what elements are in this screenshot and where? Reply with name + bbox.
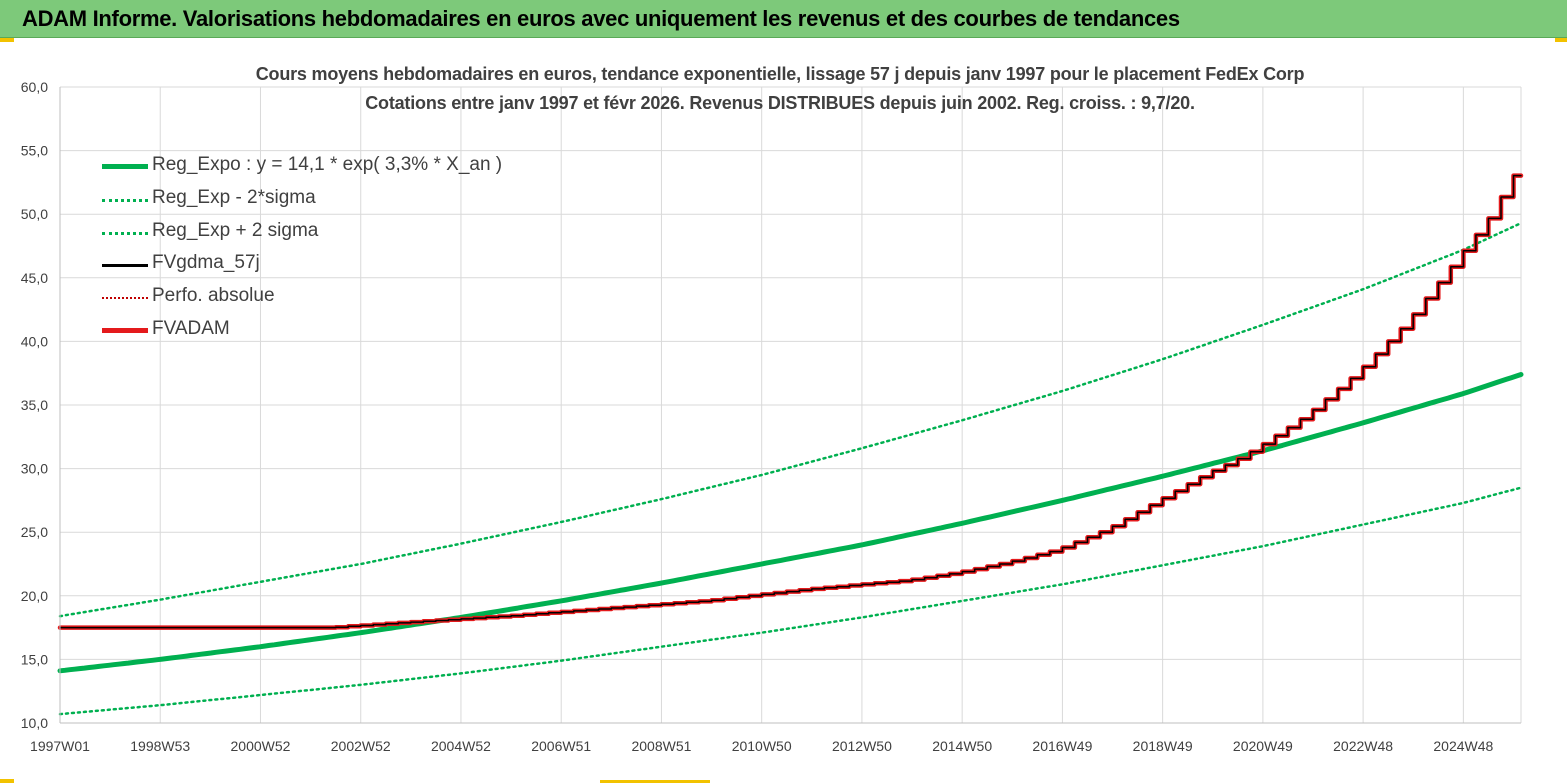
x-tick-label: 2010W50 (732, 738, 792, 754)
legend-item-fvadam: FVADAM (102, 316, 522, 346)
series-fvgdma-57j (59, 174, 1522, 629)
grid (59, 86, 1522, 724)
legend-item-reg-expo: Reg_Expo : y = 14,1 * exp( 3,3% * X_an ) (102, 152, 522, 182)
legend-item-perfo: Perfo. absolue (102, 283, 522, 313)
report-title: ADAM Informe. Valorisations hebdomadaire… (22, 6, 1180, 31)
legend-swatch-reg-expo (102, 164, 148, 169)
legend-swatch-reg-exp-minus (102, 199, 148, 202)
legend-label-reg-expo: Reg_Expo : y = 14,1 * exp( 3,3% * X_an ) (152, 154, 503, 175)
y-tick-label: 40,0 (21, 333, 48, 349)
x-tick-label: 2014W50 (932, 738, 992, 754)
series-reg-expo (57, 372, 1524, 674)
legend-swatch-fvgdma (102, 264, 148, 267)
chart-title-line2: Cotations entre janv 1997 et févr 2026. … (365, 93, 1195, 113)
x-tick-label: 2006W51 (531, 738, 591, 754)
accent-bottom-mid (600, 780, 710, 783)
legend-label-fvgdma: FVgdma_57j (152, 252, 260, 273)
x-tick-label: 2004W52 (431, 738, 491, 754)
accent-left-bottom (0, 779, 14, 783)
x-tick-label: 1997W01 (30, 738, 90, 754)
x-tick-label: 2000W52 (231, 738, 291, 754)
x-tick-label: 1998W53 (130, 738, 190, 754)
x-tick-label: 2024W48 (1433, 738, 1493, 754)
legend-item-reg-exp-minus: Reg_Exp - 2*sigma (102, 185, 522, 215)
x-tick-label: 2012W50 (832, 738, 892, 754)
y-tick-label: 55,0 (21, 143, 48, 159)
axes: 10,0 15,0 20,0 25,0 30,0 35,0 40,0 45,0 50,0 55,0… (21, 79, 1521, 754)
x-tick-label: 2002W52 (331, 738, 391, 754)
y-tick-label: 10,0 (21, 715, 48, 731)
y-tick-label: 45,0 (21, 270, 48, 286)
accent-left-top (0, 38, 14, 42)
x-tick-label: 2020W49 (1233, 738, 1293, 754)
series-reg-exp-minus-2sigma (58, 486, 1523, 716)
x-tick-label: 2008W51 (631, 738, 691, 754)
legend-label-reg-exp-minus: Reg_Exp - 2*sigma (152, 187, 316, 208)
accent-right-top (1555, 38, 1567, 42)
legend-label-perfo: Perfo. absolue (152, 285, 275, 306)
legend-item-fvgdma: FVgdma_57j (102, 250, 522, 280)
legend-swatch-reg-exp-plus (102, 232, 148, 235)
legend-swatch-fvadam (102, 328, 148, 333)
legend-swatch-perfo (102, 297, 148, 299)
chart-title-line1: Cours moyens hebdomadaires en euros, ten… (255, 64, 1305, 84)
y-tick-label: 20,0 (21, 588, 48, 604)
report-banner: ADAM Informe. Valorisations hebdomadaire… (0, 0, 1567, 38)
series-layer (57, 173, 1524, 716)
y-tick-label: 35,0 (21, 397, 48, 413)
y-tick-label: 25,0 (21, 524, 48, 540)
y-tick-label: 15,0 (21, 651, 48, 667)
y-tick-label: 60,0 (21, 79, 48, 95)
legend-label-reg-exp-plus: Reg_Exp + 2 sigma (152, 220, 319, 241)
legend-item-reg-exp-plus: Reg_Exp + 2 sigma (102, 218, 522, 248)
x-tick-label: 2016W49 (1032, 738, 1092, 754)
y-tick-label: 30,0 (21, 461, 48, 477)
x-tick-label: 2018W49 (1133, 738, 1193, 754)
legend-label-fvadam: FVADAM (152, 318, 230, 339)
x-tick-label: 2022W48 (1333, 738, 1393, 754)
series-reg-exp-plus-2sigma (58, 221, 1523, 618)
y-tick-label: 50,0 (21, 206, 48, 222)
